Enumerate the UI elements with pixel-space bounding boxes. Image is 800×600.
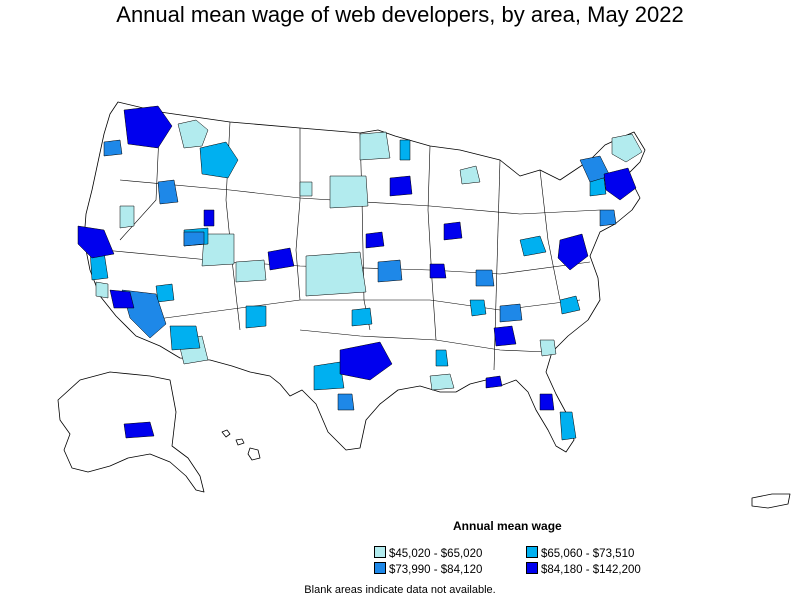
hawaii-island-1 [221, 429, 231, 438]
light-cyan-areas [95, 119, 643, 391]
legend-label-4: $84,180 - $142,200 [541, 564, 641, 576]
map-title: Annual mean wage of web developers, by a… [116, 2, 684, 27]
state-outlines [57, 101, 791, 509]
legend-item-4: $84,180 - $142,200 [526, 562, 641, 577]
hawaii-island-3 [247, 447, 261, 461]
legend-label-2: $65,060 - $73,510 [541, 548, 635, 560]
puerto-rico-outline [751, 493, 791, 509]
legend-swatch-3 [374, 562, 386, 574]
hawaii-island-2 [235, 438, 245, 446]
legend-swatch-4 [526, 562, 538, 574]
legend-swatch-2 [526, 546, 538, 558]
legend-item-3: $73,990 - $84,120 [374, 562, 482, 577]
legend-label-1: $45,020 - $65,020 [389, 548, 483, 560]
legend-item-1: $45,020 - $65,020 [374, 546, 482, 561]
footnote: Blank areas indicate data not available. [304, 584, 496, 596]
dark-blue-areas [77, 105, 637, 439]
legend-swatch-1 [374, 546, 386, 558]
legend-title: Annual mean wage [453, 519, 562, 533]
legend-item-2: $65,060 - $73,510 [526, 546, 634, 561]
legend-label-3: $73,990 - $84,120 [389, 564, 483, 576]
medium-blue-areas [103, 139, 617, 411]
